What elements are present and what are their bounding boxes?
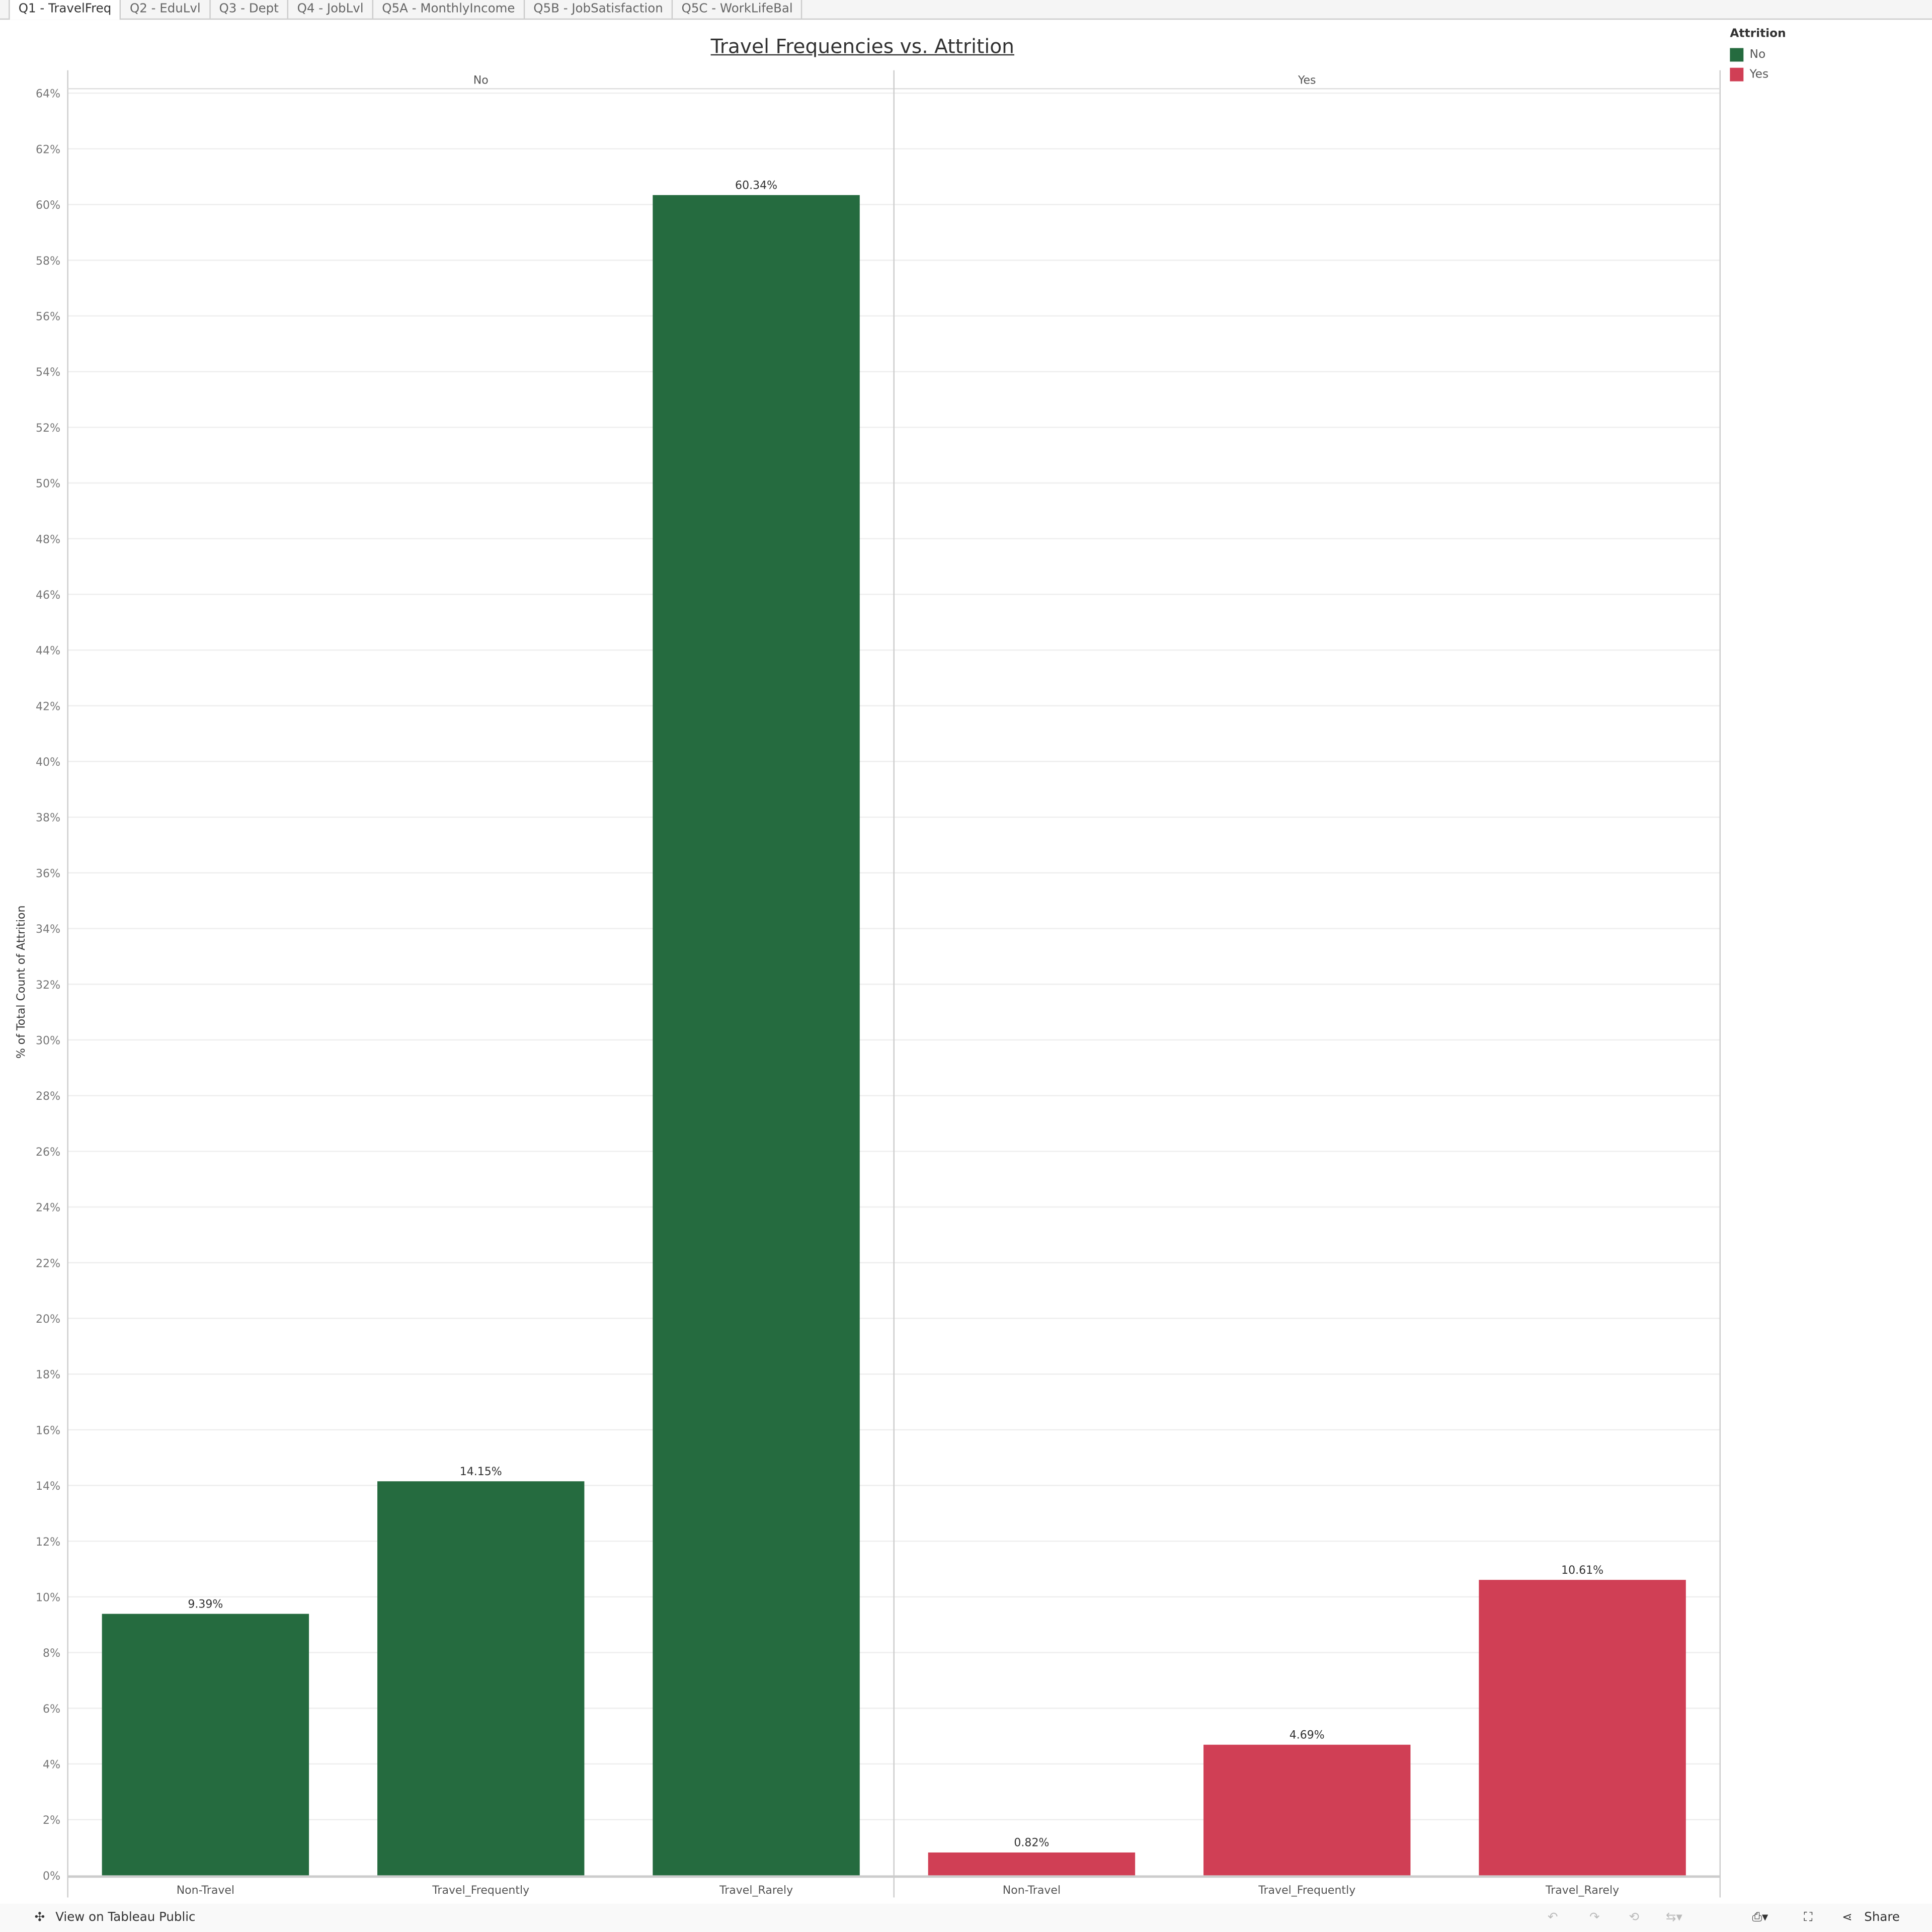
y-tick-label: 58% xyxy=(36,255,60,268)
y-tick-label: 52% xyxy=(36,422,60,435)
x-category-label: Non-Travel xyxy=(177,1884,234,1897)
y-tick-label: 12% xyxy=(36,1536,60,1549)
bar-no-travel_frequently[interactable] xyxy=(377,1481,585,1876)
download-icon[interactable]: ⎙▾ xyxy=(1752,1911,1768,1925)
refresh-icon[interactable]: ⇆▾ xyxy=(1666,1911,1682,1925)
data-label: 10.61% xyxy=(1561,1564,1603,1577)
tab-6[interactable]: Q5C - WorkLifeBal xyxy=(673,0,803,19)
view-on-tableau-public-link[interactable]: View on Tableau Public xyxy=(55,1911,196,1925)
y-tick-label: 18% xyxy=(36,1369,60,1382)
tab-0[interactable]: Q1 - TravelFreq xyxy=(9,0,121,20)
tab-3[interactable]: Q4 - JobLvl xyxy=(288,0,374,19)
tab-5[interactable]: Q5B - JobSatisfaction xyxy=(525,0,673,19)
x-category-label: Travel_Rarely xyxy=(719,1884,793,1897)
y-tick-label: 38% xyxy=(36,812,60,825)
tab-2[interactable]: Q3 - Dept xyxy=(210,0,289,19)
bar-no-non-travel[interactable] xyxy=(102,1614,309,1876)
y-tick-label: 60% xyxy=(36,199,60,212)
share-icon[interactable]: ⋖ xyxy=(1842,1911,1853,1925)
y-tick-label: 42% xyxy=(36,700,60,713)
legend: Attrition No Yes xyxy=(1730,27,1786,84)
tab-1[interactable]: Q2 - EduLvl xyxy=(121,0,211,19)
x-category-label: Travel_Rarely xyxy=(1545,1884,1619,1897)
x-category-label: Travel_Frequently xyxy=(1258,1884,1355,1897)
bar-yes-travel_rarely[interactable] xyxy=(1479,1580,1686,1876)
legend-title: Attrition xyxy=(1730,27,1786,41)
data-label: 0.82% xyxy=(1014,1837,1049,1849)
data-label: 60.34% xyxy=(735,179,777,192)
y-tick-label: 56% xyxy=(36,310,60,323)
bottom-toolbar: ✣ View on Tableau Public ↶ ↷ ⟲ ⇆▾ ⎙▾ ⛶ ⋖… xyxy=(0,1903,1932,1932)
y-tick-label: 62% xyxy=(36,143,60,156)
pane-header-yes: Yes xyxy=(1298,74,1316,87)
y-tick-label: 6% xyxy=(43,1703,60,1716)
bar-no-travel_rarely[interactable] xyxy=(653,195,860,1876)
y-tick-label: 8% xyxy=(43,1647,60,1660)
fullscreen-icon[interactable]: ⛶ xyxy=(1804,1911,1813,1925)
y-tick-label: 4% xyxy=(43,1759,60,1772)
y-tick-label: 26% xyxy=(36,1146,60,1159)
undo-icon[interactable]: ↶ xyxy=(1547,1911,1558,1925)
redo-icon[interactable]: ↷ xyxy=(1589,1911,1600,1925)
y-tick-label: 40% xyxy=(36,756,60,769)
legend-label-no: No xyxy=(1749,47,1766,61)
y-tick-label: 28% xyxy=(36,1090,60,1103)
tab-4[interactable]: Q5A - MonthlyIncome xyxy=(373,0,525,19)
y-tick-label: 46% xyxy=(36,589,60,602)
y-tick-label: 54% xyxy=(36,366,60,379)
y-tick-label: 14% xyxy=(36,1480,60,1493)
data-label: 4.69% xyxy=(1290,1729,1325,1742)
legend-swatch-no xyxy=(1730,47,1744,61)
y-tick-label: 32% xyxy=(36,979,60,992)
y-tick-label: 22% xyxy=(36,1257,60,1270)
x-category-label: Travel_Frequently xyxy=(432,1884,529,1897)
y-tick-label: 50% xyxy=(36,478,60,491)
y-tick-label: 34% xyxy=(36,923,60,936)
chart-title: Travel Frequencies vs. Attrition xyxy=(710,34,1015,58)
share-button[interactable]: Share xyxy=(1864,1911,1900,1925)
legend-swatch-yes xyxy=(1730,67,1744,81)
y-tick-label: 44% xyxy=(36,645,60,658)
data-label: 14.15% xyxy=(460,1466,502,1478)
x-category-label: Non-Travel xyxy=(1003,1884,1061,1897)
data-label: 9.39% xyxy=(188,1598,223,1611)
y-tick-label: 20% xyxy=(36,1313,60,1326)
y-axis-title: % of Total Count of Attrition xyxy=(15,906,28,1059)
y-tick-label: 64% xyxy=(36,88,60,101)
y-tick-label: 2% xyxy=(43,1814,60,1827)
bar-yes-non-travel[interactable] xyxy=(928,1852,1136,1876)
legend-item-no[interactable]: No xyxy=(1730,44,1786,64)
revert-icon[interactable]: ⟲ xyxy=(1629,1911,1640,1925)
y-tick-label: 24% xyxy=(36,1202,60,1215)
y-tick-label: 0% xyxy=(43,1870,60,1883)
sheet-tabs: Q1 - TravelFreq Q2 - EduLvl Q3 - Dept Q4 - … xyxy=(0,0,1932,20)
legend-item-yes[interactable]: Yes xyxy=(1730,64,1786,84)
pane-header-no: No xyxy=(473,74,489,87)
y-tick-label: 48% xyxy=(36,533,60,546)
y-tick-label: 36% xyxy=(36,867,60,880)
bar-yes-travel_frequently[interactable] xyxy=(1203,1744,1411,1876)
y-tick-label: 10% xyxy=(36,1591,60,1604)
y-tick-label: 16% xyxy=(36,1424,60,1437)
y-tick-label: 30% xyxy=(36,1035,60,1048)
legend-label-yes: Yes xyxy=(1749,67,1769,81)
tableau-logo-icon: ✣ xyxy=(34,1911,45,1925)
